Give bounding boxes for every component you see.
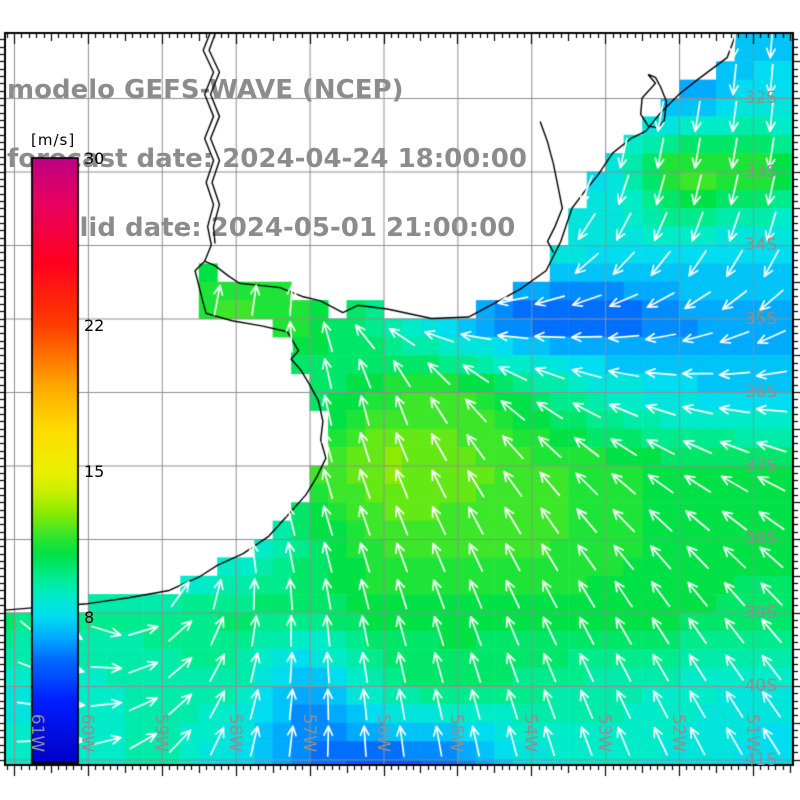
map-canvas — [0, 0, 800, 800]
wave-model-map-page: modelo GEFS-WAVE (NCEP) forecast date: 2… — [0, 0, 800, 800]
